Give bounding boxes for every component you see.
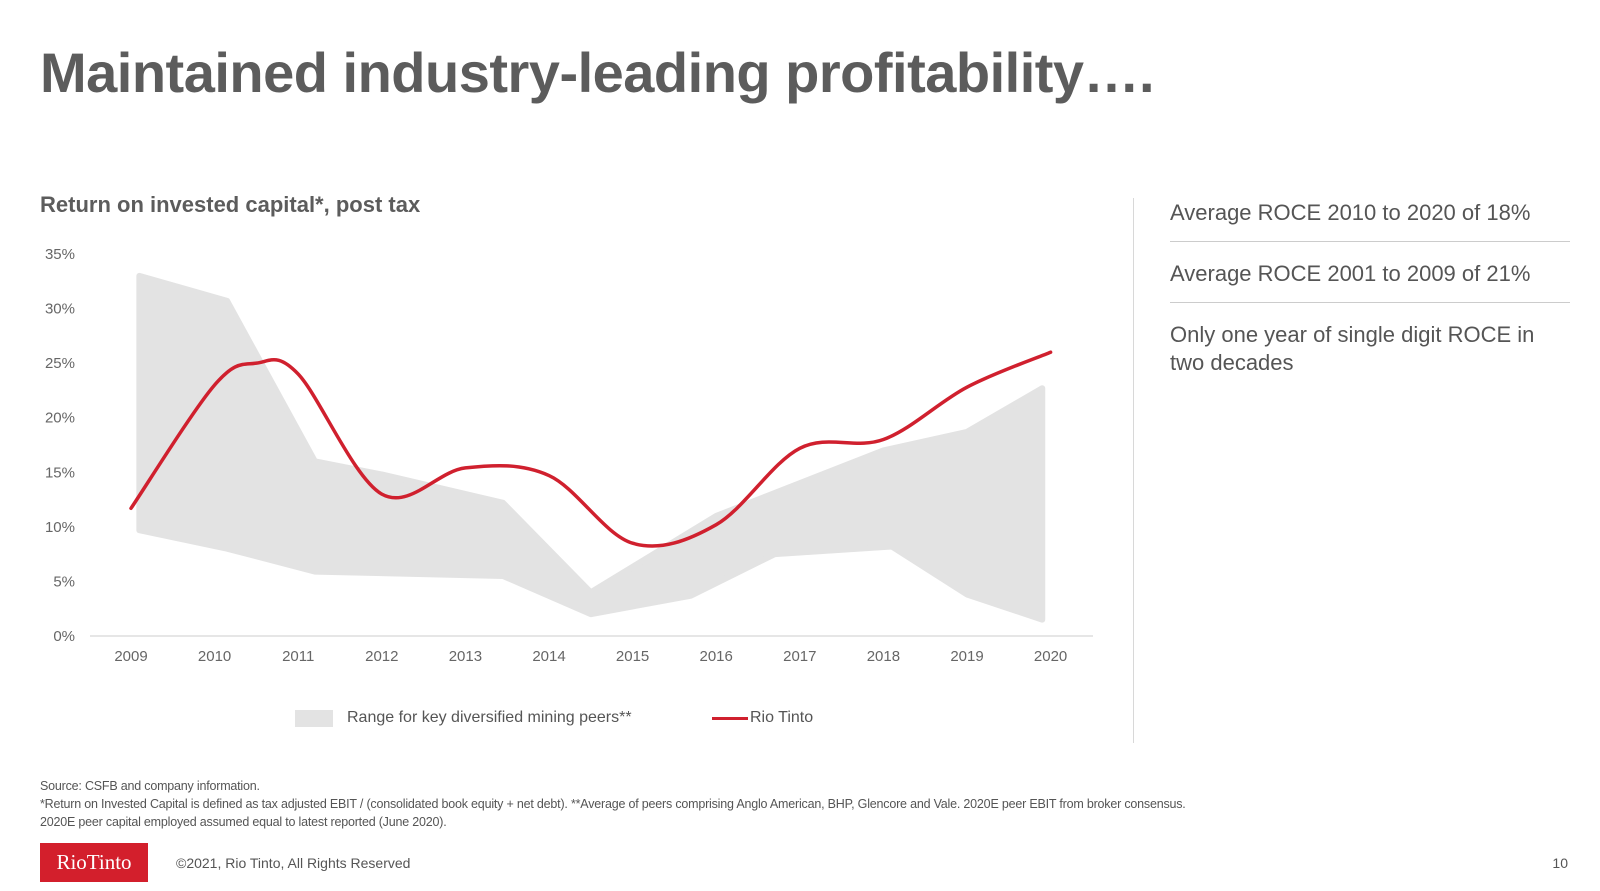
y-tick-label: 30% bbox=[45, 301, 75, 318]
y-tick-label: 20% bbox=[45, 410, 75, 427]
page-number: 10 bbox=[1552, 855, 1568, 871]
y-tick-label: 10% bbox=[45, 519, 75, 536]
x-tick-label: 2018 bbox=[867, 648, 900, 665]
legend-label-rio: Rio Tinto bbox=[750, 709, 814, 726]
x-tick-label: 2017 bbox=[783, 648, 816, 665]
legend-peers: Range for key diversified mining peers** bbox=[295, 709, 632, 727]
highlight-item: Average ROCE 2010 to 2020 of 18% bbox=[1170, 199, 1570, 242]
legend-swatch-rio bbox=[712, 716, 748, 720]
x-tick-label: 2013 bbox=[449, 648, 482, 665]
x-tick-label: 2016 bbox=[700, 648, 733, 665]
x-tick-label: 2011 bbox=[282, 648, 314, 665]
divider bbox=[1133, 198, 1134, 743]
x-tick-label: 2014 bbox=[532, 648, 565, 665]
rio-tinto-logo: RioTinto bbox=[40, 843, 148, 882]
slide-title: Maintained industry-leading profitabilit… bbox=[40, 41, 1155, 104]
chart-title: Return on invested capital*, post tax bbox=[40, 192, 421, 217]
peer-range-area bbox=[136, 272, 1046, 623]
copyright: ©2021, Rio Tinto, All Rights Reserved bbox=[176, 855, 411, 871]
legend-rio: Rio Tinto bbox=[712, 709, 813, 727]
highlights-panel: Average ROCE 2010 to 2020 of 18% Average… bbox=[1170, 199, 1570, 409]
assumption-note: 2020E peer capital employed assumed equa… bbox=[40, 815, 447, 829]
x-tick-label: 2010 bbox=[198, 648, 231, 665]
y-tick-label: 5% bbox=[53, 573, 75, 590]
x-tick-label: 2019 bbox=[950, 648, 983, 665]
roic-chart: 0% 5% 10% 15% 20% 25% 30% 35% 2009 2010 2011 2012 20… bbox=[45, 246, 1093, 665]
legend-swatch-peers bbox=[295, 709, 333, 727]
rio-tinto-line bbox=[129, 350, 1053, 548]
y-tick-label: 25% bbox=[45, 355, 75, 372]
y-tick-label: 35% bbox=[45, 246, 75, 263]
x-tick-label: 2020 bbox=[1034, 648, 1067, 665]
definition-note: *Return on Invested Capital is defined a… bbox=[40, 797, 1186, 811]
highlight-item: Only one year of single digit ROCE in tw… bbox=[1170, 322, 1535, 375]
x-tick-label: 2009 bbox=[114, 648, 147, 665]
legend-label-peers: Range for key diversified mining peers** bbox=[347, 709, 632, 726]
x-tick-label: 2015 bbox=[616, 648, 649, 665]
y-tick-label: 15% bbox=[45, 464, 75, 481]
source-note: Source: CSFB and company information. bbox=[40, 779, 260, 793]
x-tick-label: 2012 bbox=[365, 648, 398, 665]
footnotes: Source: CSFB and company information. *R… bbox=[40, 777, 1186, 831]
highlight-item: Average ROCE 2001 to 2009 of 21% bbox=[1170, 260, 1570, 303]
y-tick-label: 0% bbox=[53, 628, 75, 645]
